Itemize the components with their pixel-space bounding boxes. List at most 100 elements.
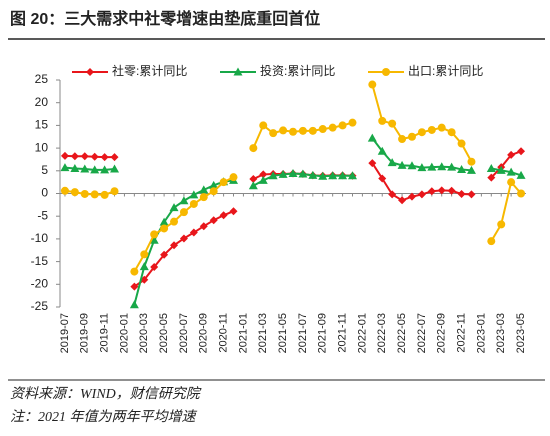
y-tick-label: 5 xyxy=(41,163,48,177)
marker xyxy=(288,169,298,178)
y-tick-label: -10 xyxy=(31,231,49,245)
y-tick-label: 15 xyxy=(35,118,49,132)
marker xyxy=(100,153,109,162)
marker xyxy=(427,162,437,171)
x-tick-label: 2021-09 xyxy=(317,313,329,353)
marker xyxy=(219,178,228,187)
marker xyxy=(387,158,397,167)
legend-label: 社零:累计同比 xyxy=(112,63,187,78)
marker xyxy=(348,118,357,127)
marker xyxy=(308,170,318,179)
series-line xyxy=(371,84,473,163)
marker xyxy=(368,80,377,89)
marker xyxy=(189,190,199,199)
x-tick-label: 2021-01 xyxy=(237,313,249,353)
marker xyxy=(398,135,407,144)
marker xyxy=(457,164,467,173)
marker xyxy=(507,178,516,187)
marker xyxy=(209,180,219,189)
y-tick-label: -20 xyxy=(31,276,49,290)
marker xyxy=(437,162,447,171)
marker xyxy=(159,217,169,226)
marker xyxy=(487,173,496,182)
x-tick-label: 2022-05 xyxy=(396,313,408,353)
y-tick-label: -5 xyxy=(37,208,48,222)
y-tick-label: 20 xyxy=(35,95,49,109)
marker xyxy=(60,163,70,172)
marker xyxy=(298,126,307,135)
x-tick-label: 2020-07 xyxy=(178,313,190,353)
marker xyxy=(80,164,90,173)
marker xyxy=(249,174,258,183)
marker xyxy=(219,211,228,220)
marker xyxy=(368,159,377,168)
marker xyxy=(130,282,139,291)
x-tick-label: 2023-05 xyxy=(515,313,527,353)
x-tick-label: 2021-03 xyxy=(257,313,269,353)
marker xyxy=(110,164,120,173)
marker xyxy=(447,128,456,137)
marker xyxy=(398,196,407,205)
y-tick-label: -15 xyxy=(31,254,49,268)
marker xyxy=(279,126,288,135)
marker xyxy=(318,171,328,180)
marker xyxy=(149,235,159,244)
x-tick-label: 2022-09 xyxy=(436,313,448,353)
marker xyxy=(467,190,476,199)
marker xyxy=(388,119,397,128)
marker xyxy=(517,147,526,156)
marker xyxy=(150,263,159,272)
x-tick-label: 2022-01 xyxy=(356,313,368,353)
marker xyxy=(298,169,308,178)
marker xyxy=(388,190,397,199)
series-line xyxy=(491,167,522,177)
marker xyxy=(80,189,89,198)
series-line xyxy=(252,121,353,149)
marker xyxy=(417,163,427,172)
marker xyxy=(318,125,327,134)
marker xyxy=(110,153,119,162)
x-tick-label: 2019-09 xyxy=(79,313,91,353)
marker xyxy=(457,139,466,148)
x-tick-label: 2020-11 xyxy=(218,313,230,353)
marker xyxy=(467,157,476,166)
marker xyxy=(496,165,506,174)
marker xyxy=(160,250,169,259)
x-tick-label: 2020-01 xyxy=(118,313,130,353)
marker xyxy=(289,127,297,136)
marker xyxy=(382,68,390,76)
series-line xyxy=(133,210,234,288)
x-tick-label: 2021-11 xyxy=(336,313,348,353)
chart-title: 图 20：三大需求中社零增速由垫底重回首位 xyxy=(10,9,320,28)
marker xyxy=(70,164,80,173)
marker xyxy=(129,300,139,309)
marker xyxy=(378,174,387,183)
x-tick-label: 2021-07 xyxy=(297,313,309,353)
series-line xyxy=(133,176,234,273)
marker xyxy=(268,171,278,180)
marker xyxy=(259,170,268,179)
marker xyxy=(140,250,149,259)
marker xyxy=(70,152,79,161)
marker xyxy=(179,208,188,217)
series-line xyxy=(490,180,522,242)
marker xyxy=(437,186,446,195)
marker xyxy=(130,267,139,276)
x-tick-label: 2023-01 xyxy=(475,313,487,353)
marker xyxy=(80,152,89,161)
x-tick-label: 2020-09 xyxy=(198,313,210,353)
marker xyxy=(160,224,169,233)
marker xyxy=(269,129,278,138)
y-tick-label: -25 xyxy=(31,299,49,313)
marker xyxy=(169,203,179,212)
y-tick-label: 10 xyxy=(35,140,49,154)
y-tick-label: 0 xyxy=(41,186,48,200)
marker xyxy=(70,188,79,197)
marker xyxy=(486,164,496,173)
marker xyxy=(179,234,188,243)
marker xyxy=(407,192,416,201)
marker xyxy=(447,162,457,171)
marker xyxy=(427,125,436,134)
marker xyxy=(90,152,99,161)
